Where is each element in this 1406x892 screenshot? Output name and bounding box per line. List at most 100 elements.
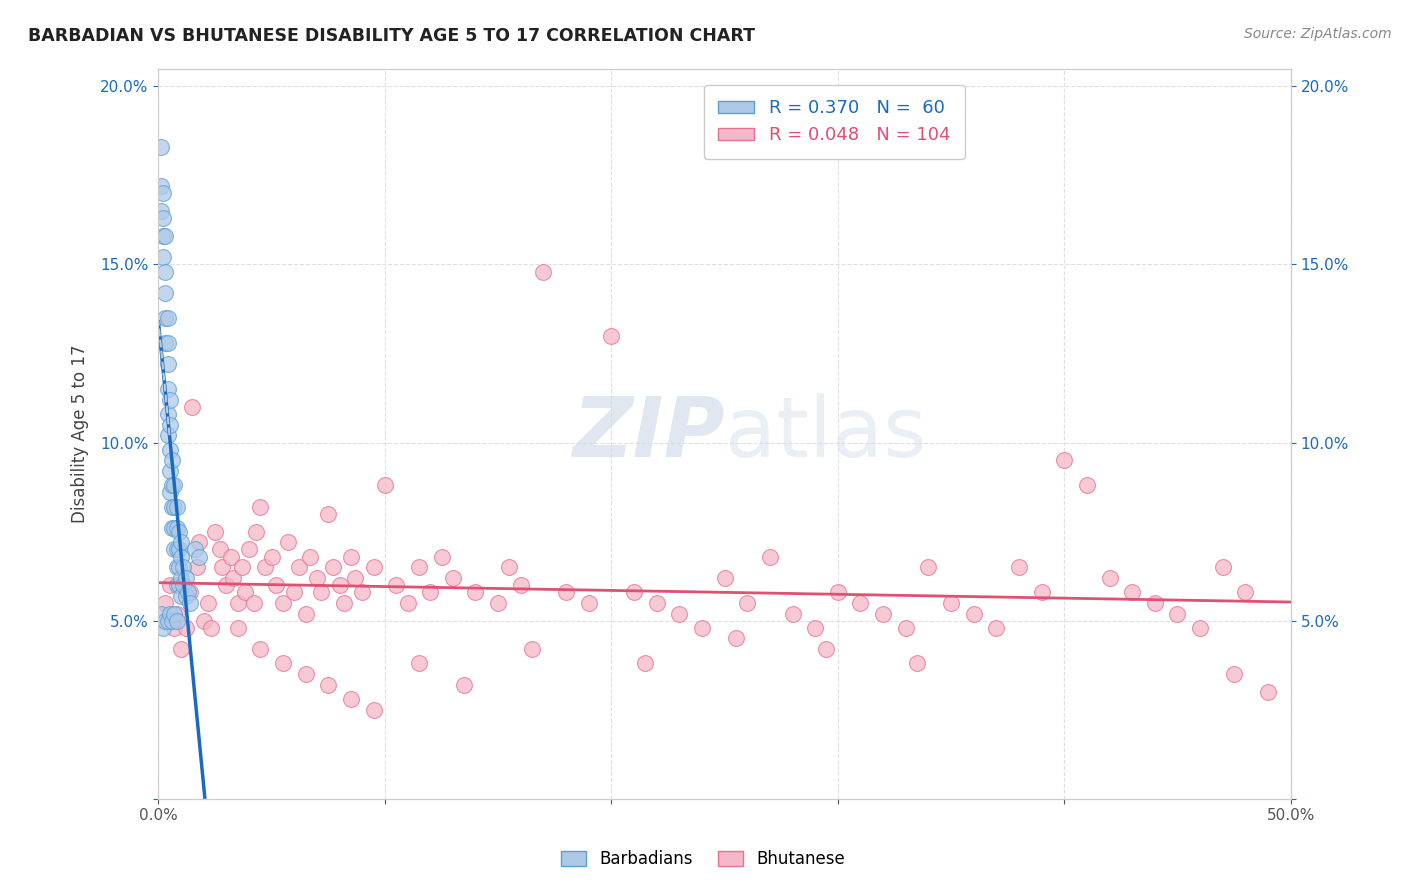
Point [166,607,188,621]
Point [197,596,219,610]
Point [329,578,352,592]
Point [322,560,344,574]
Point [408,560,430,574]
Point [156,428,179,442]
Point [159,417,181,432]
Point [963,607,986,621]
Point [155,614,177,628]
Point [174,589,197,603]
Point [188,549,211,564]
Point [872,607,894,621]
Point [917,560,939,574]
Text: Source: ZipAtlas.com: Source: ZipAtlas.com [1244,27,1392,41]
Point [167,578,190,592]
Point [759,549,782,564]
Point [986,621,1008,635]
Point [1076,478,1098,492]
Point [167,542,190,557]
Point [149,607,172,621]
Point [1223,667,1246,681]
Point [363,703,385,717]
Point [430,549,453,564]
Point [600,328,623,343]
Point [160,521,183,535]
Point [1212,560,1234,574]
Point [219,549,242,564]
Point [160,453,183,467]
Point [156,407,179,421]
Point [160,500,183,514]
Point [668,607,690,621]
Point [160,478,183,492]
Point [166,560,188,574]
Point [170,535,193,549]
Point [163,542,186,557]
Point [271,657,294,671]
Point [163,500,186,514]
Point [163,607,186,621]
Point [179,585,201,599]
Point [305,571,328,585]
Point [174,621,197,635]
Point [894,621,917,635]
Point [453,678,475,692]
Point [156,382,179,396]
Point [578,596,600,610]
Legend: R = 0.370   N =  60, R = 0.048   N = 104: R = 0.370 N = 60, R = 0.048 N = 104 [704,85,965,159]
Point [170,642,193,657]
Point [1031,585,1053,599]
Point [163,621,186,635]
Text: atlas: atlas [724,393,927,475]
Point [1143,596,1166,610]
Point [645,596,668,610]
Point [200,621,222,635]
Point [260,549,283,564]
Point [277,535,299,549]
Point [156,614,179,628]
Point [155,264,177,278]
Point [163,521,186,535]
Point [464,585,486,599]
Point [249,642,271,657]
Point [253,560,276,574]
Point [782,607,804,621]
Point [1053,453,1076,467]
Point [1189,621,1212,635]
Point [167,524,190,539]
Point [163,478,186,492]
Point [215,578,238,592]
Point [1166,607,1188,621]
Point [634,657,657,671]
Point [181,400,204,414]
Point [226,596,249,610]
Point [815,642,838,657]
Point [690,621,713,635]
Point [385,578,408,592]
Point [245,524,267,539]
Point [167,560,190,574]
Point [226,621,249,635]
Point [149,140,172,154]
Point [159,578,181,592]
Point [172,560,194,574]
Point [294,667,316,681]
Point [159,607,181,621]
Point [1008,560,1031,574]
Point [344,571,367,585]
Point [170,549,193,564]
Point [149,179,172,194]
Point [166,614,188,628]
Point [1098,571,1121,585]
Point [509,578,531,592]
Point [283,585,305,599]
Point [1121,585,1143,599]
Point [186,560,208,574]
Point [156,335,179,350]
Legend: Barbadians, Bhutanese: Barbadians, Bhutanese [554,844,852,875]
Point [222,571,245,585]
Point [271,596,294,610]
Point [316,678,339,692]
Point [724,632,747,646]
Point [827,585,849,599]
Point [160,614,183,628]
